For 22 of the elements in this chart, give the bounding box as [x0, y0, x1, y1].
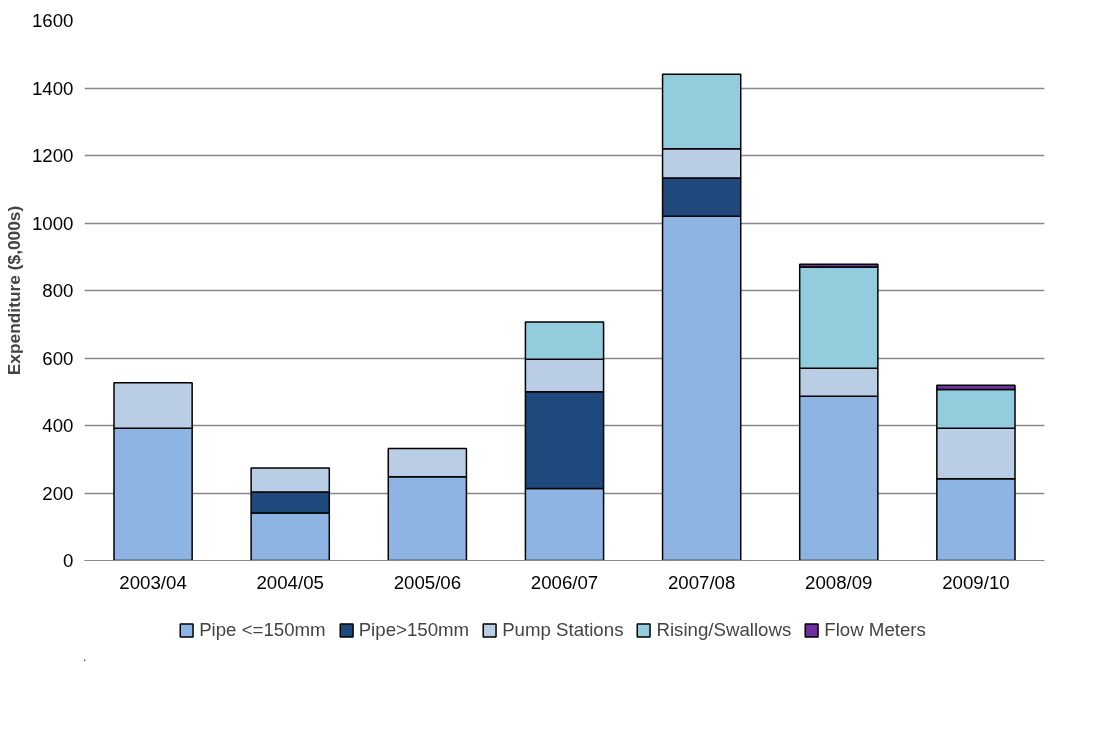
x-tick-label: 2007/08: [667, 571, 736, 593]
legend-label: Rising/Swallows: [656, 619, 792, 641]
legend-label: Pump Stations: [502, 619, 624, 641]
y-tick-label: 200: [42, 482, 74, 504]
y-tick-label: 1400: [32, 77, 74, 99]
legend-label: Pipe <=150mm: [199, 619, 326, 641]
y-tick-label: 400: [42, 415, 74, 436]
legend-label: Pipe>150mm: [358, 619, 470, 641]
y-tick-label: 600: [42, 347, 74, 369]
x-tick-label: 2009/10: [942, 571, 1010, 593]
y-tick-label: 1000: [32, 212, 74, 234]
y-axis-title: Expenditure ($,000s): [4, 205, 24, 376]
x-tick-label: 2005/06: [393, 571, 462, 593]
y-tick-label: 0: [63, 550, 74, 571]
y-tick-label: 1200: [32, 145, 74, 166]
x-tick-label: 2006/07: [530, 571, 599, 593]
y-tick-label: 1600: [32, 10, 74, 31]
x-tick-label: 2003/04: [119, 571, 187, 593]
x-tick-label: 2008/09: [805, 571, 873, 593]
x-tick-label: 2004/05: [256, 571, 324, 593]
legend-label: Flow Meters: [824, 619, 926, 641]
y-tick-label: 800: [42, 280, 74, 301]
